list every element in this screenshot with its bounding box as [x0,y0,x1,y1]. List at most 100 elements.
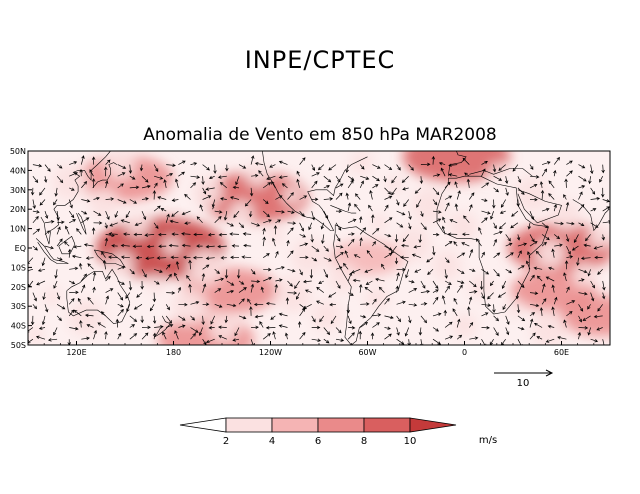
wind-vector [278,312,288,317]
wind-vector [498,222,506,230]
anomaly-patch [328,262,359,293]
wind-vector [449,219,458,224]
wind-vector [311,211,316,221]
wind-vector [492,164,497,173]
wind-vector [69,266,79,271]
wind-vector [551,284,555,293]
wind-vector [220,256,227,260]
wind-vector [344,250,349,258]
wind-vector [384,233,392,238]
wind-vector [384,253,393,259]
lat-label: 30S [11,302,26,311]
wind-vector [125,210,131,219]
wind-vector [174,178,179,188]
wind-vector [181,210,191,216]
wind-vector [536,336,543,340]
wind-vector [372,164,381,169]
wind-vector [317,164,325,171]
wind-vector [230,196,240,200]
wind-vector [371,214,375,223]
wind-vector [117,332,122,340]
lon-label: 60W [358,348,376,357]
wind-vector [146,244,155,249]
wind-vector [93,329,98,340]
wind-vector [182,255,191,260]
wind-vector [117,199,127,204]
reference-vector: 10 [494,369,554,389]
wind-vector [396,267,406,272]
wind-vector [505,242,513,247]
wind-vector [139,164,144,172]
wind-vector [226,289,235,294]
colorbar-label: 10 [404,436,417,447]
wind-vector [104,222,108,229]
wind-vector [275,278,283,282]
wind-vector [464,172,470,177]
wind-vector [564,260,569,270]
wind-vector [117,164,127,169]
wind-vector [420,210,424,217]
anomaly-patch [88,188,119,219]
wind-vector [343,262,349,270]
wind-vector [578,175,587,182]
wind-vector [553,203,558,212]
wind-vector [56,164,63,169]
wind-vector [493,315,500,322]
wind-vector [271,180,276,189]
wind-vector [548,193,555,200]
wind-vector [512,164,519,172]
wind-vector [468,248,474,258]
wind-vector [553,234,561,240]
wind-vectors [28,155,610,345]
anomaly-patch [52,164,89,201]
wind-vector [56,211,60,221]
wind-vector [593,314,603,319]
wind-vector [323,338,330,344]
wind-vector [354,203,361,212]
wind-vector [590,222,599,228]
wind-vector [263,219,272,224]
wind-vector [461,242,470,247]
wind-vector [141,184,151,189]
wind-vector [541,222,549,229]
wind-vector [165,304,170,311]
wind-vector [529,175,540,179]
wind-vector [396,272,400,282]
wind-vector [323,269,329,278]
wind-vector [396,315,402,323]
wind-vector [432,246,436,256]
wind-vector [249,306,253,316]
reference-vector-label: 10 [517,378,530,389]
coastline-china-coast [57,151,111,206]
anomaly-patch [369,213,388,232]
wind-vector [68,248,72,258]
wind-vector [432,338,442,345]
wind-vector [32,304,38,310]
wind-vector [515,292,520,300]
wind-vector [359,227,367,235]
wind-vector [129,175,136,180]
wind-vector [599,176,604,183]
wind-vector [54,269,58,279]
wind-vector [497,292,506,298]
wind-vector [105,159,111,165]
wind-vector [47,338,58,342]
wind-vector [184,221,191,225]
wind-vector [481,292,485,300]
wind-vector [311,164,316,171]
wind-vector [271,237,276,247]
wind-vector [262,227,266,235]
wind-vector [365,280,373,285]
wind-vector [418,327,423,336]
wind-vector [168,243,179,248]
wind-vector [583,243,591,248]
wind-vector [481,198,488,202]
wind-vector [303,303,312,309]
wind-vector [120,255,130,259]
wind-vector [578,268,588,274]
lat-label: 40S [11,322,26,331]
wind-vector [320,222,325,230]
wind-vector [299,255,309,260]
map-title: Anomalia de Vento em 850 hPa MAR2008 [143,125,496,145]
wind-vector [295,292,300,300]
